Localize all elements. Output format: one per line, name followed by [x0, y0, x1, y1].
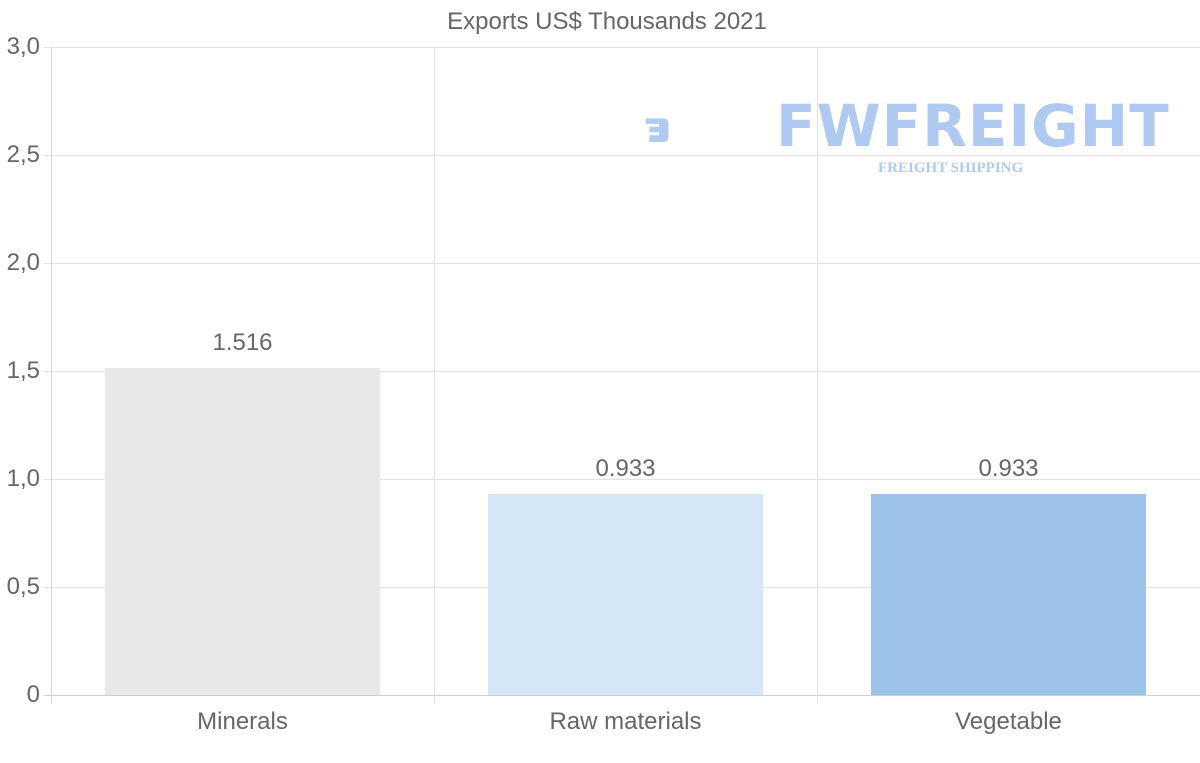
x-label-raw-materials: Raw materials [549, 708, 702, 735]
bar-raw-materials[interactable] [488, 494, 763, 695]
y-tick-label: 3,0 [6, 33, 40, 60]
gridline-2-5 [44, 155, 1200, 156]
value-label-minerals: 1.516 [212, 329, 273, 356]
gridline-1-5 [44, 371, 1200, 372]
gridline-1-0 [44, 479, 1200, 480]
fwfreight-logo-icon [646, 118, 669, 143]
gridline-3-0 [44, 47, 1200, 48]
value-label-raw-materials: 0.933 [595, 455, 656, 482]
y-tick-label: 0,5 [6, 573, 40, 600]
gridline-2-0 [44, 263, 1200, 264]
x-label-minerals: Minerals [197, 708, 288, 735]
gridline-vertical-1 [434, 47, 435, 703]
value-label-vegetable: 0.933 [978, 455, 1039, 482]
gridline-vertical-2 [817, 47, 818, 703]
y-tick-label: 1,0 [6, 465, 40, 492]
chart-title: Exports US$ Thousands 2021 [447, 8, 767, 35]
y-tick-label: 1,5 [6, 357, 40, 384]
y-axis-line [51, 47, 52, 703]
x-label-vegetable: Vegetable [955, 708, 1062, 735]
bar-vegetable[interactable] [871, 494, 1146, 695]
x-axis-line [44, 695, 1200, 696]
bar-minerals[interactable] [105, 368, 380, 695]
watermark-brand: FWFREIGHT [776, 92, 1170, 160]
y-tick-label: 2,5 [6, 141, 40, 168]
y-tick-label: 0 [26, 681, 40, 708]
y-tick-label: 2,0 [6, 249, 40, 276]
watermark-tagline: FREIGHT SHIPPING [878, 160, 1024, 176]
